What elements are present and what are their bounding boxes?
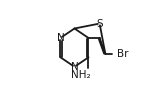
Text: N: N [71, 62, 78, 72]
Text: NH₂: NH₂ [71, 70, 90, 80]
Text: N: N [57, 33, 64, 43]
Text: S: S [96, 19, 103, 29]
Text: Br: Br [117, 49, 129, 59]
